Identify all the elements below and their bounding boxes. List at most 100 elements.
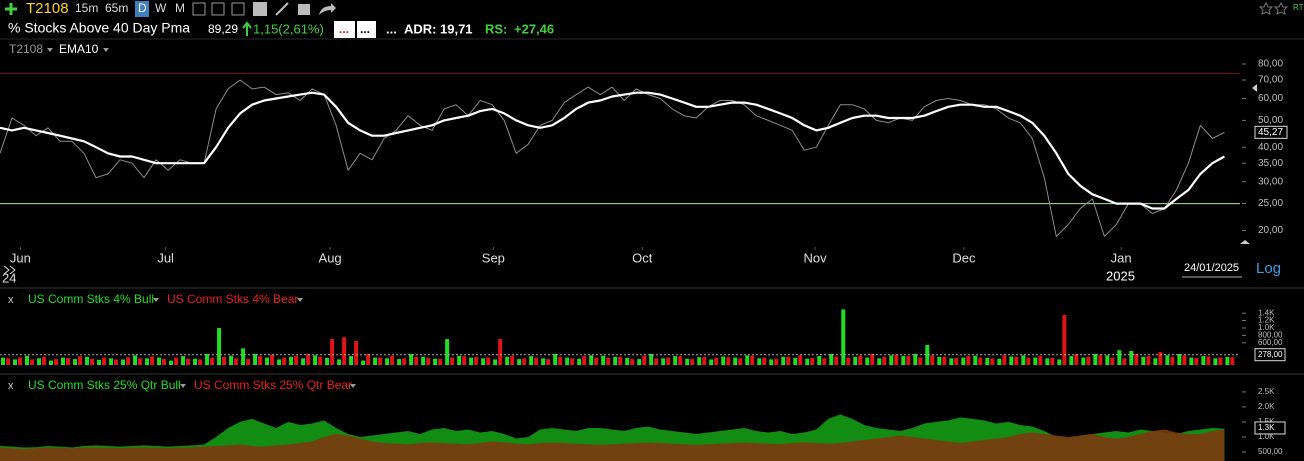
bar [397, 359, 402, 365]
legend-dropdown[interactable] [103, 48, 109, 52]
bar [961, 357, 966, 365]
bar [894, 354, 899, 365]
bar [882, 356, 887, 365]
bar [697, 357, 702, 365]
bar [330, 339, 335, 365]
bar [630, 359, 635, 365]
bar [294, 355, 299, 365]
bar [661, 358, 666, 365]
bar [762, 357, 767, 365]
interval[interactable]: 65m [105, 1, 128, 15]
star-icon[interactable] [1258, 1, 1274, 15]
tool-icon[interactable] [253, 2, 267, 16]
bar [858, 355, 863, 365]
tool-icon[interactable] [275, 2, 289, 16]
y-tick-label: 20,00 [1258, 225, 1283, 236]
bar [553, 353, 558, 365]
bar [1165, 355, 1170, 365]
y-tick-label: 1.2K [1258, 316, 1275, 325]
legend-dropdown[interactable] [47, 48, 53, 52]
toolbar: T2108 15m 65m D W M RT [5, 0, 1304, 17]
tool-icon[interactable] [192, 2, 206, 16]
star-icon[interactable] [1273, 1, 1289, 15]
bar [342, 337, 347, 365]
bar [1177, 353, 1182, 365]
bar [265, 357, 270, 365]
year-label: 2025 [1106, 268, 1135, 283]
bar [829, 353, 834, 365]
tool-icon[interactable] [231, 2, 245, 16]
x-tick-label: Nov [804, 250, 828, 265]
bar [841, 309, 846, 365]
legend-dropdown[interactable] [180, 384, 186, 388]
bar [973, 355, 978, 365]
bar [1069, 356, 1074, 365]
interval[interactable]: D [138, 1, 147, 15]
legend-item[interactable]: US Comm Stks 4% Bear [167, 292, 298, 306]
bar [73, 359, 78, 365]
bar [642, 355, 647, 365]
legend-item[interactable]: US Comm Stks 4% Bull [28, 292, 154, 306]
interval[interactable]: 15m [75, 1, 98, 15]
legend-item[interactable]: EMA10 [59, 42, 99, 56]
badge [357, 21, 376, 38]
close-button[interactable]: x [8, 294, 14, 306]
bar [126, 357, 131, 365]
bar [954, 357, 959, 365]
symbol[interactable]: T2108 [26, 0, 69, 17]
bar [198, 359, 203, 365]
bar [769, 359, 774, 365]
bar [1002, 355, 1007, 365]
bar [906, 356, 911, 365]
bar [169, 360, 174, 365]
bar [1014, 356, 1019, 365]
bar [1201, 356, 1206, 365]
scroll-icon[interactable] [3, 265, 16, 275]
legend-item[interactable]: US Comm Stks 25% Qtr Bear [194, 378, 352, 392]
interval[interactable]: M [175, 1, 185, 15]
y-tick-label: 1.0K [1258, 323, 1275, 332]
bar [385, 358, 390, 365]
tool-icon[interactable] [211, 2, 225, 16]
bar [522, 358, 527, 365]
y-tick-label: 2.0K [1258, 402, 1275, 411]
bar [1189, 357, 1194, 365]
bar [217, 327, 222, 365]
bar [565, 357, 570, 365]
bar [162, 359, 167, 365]
bar [337, 359, 342, 365]
add-icon[interactable] [5, 3, 17, 15]
bar [498, 339, 503, 365]
bar [1050, 357, 1055, 365]
legend-item[interactable]: T2108 [9, 42, 43, 56]
bar [541, 358, 546, 365]
share-icon[interactable] [319, 3, 336, 15]
bar [678, 356, 683, 365]
bar [289, 356, 294, 365]
axis-arrows[interactable] [1240, 84, 1257, 244]
bar [918, 357, 923, 365]
bar [774, 358, 779, 365]
interval[interactable]: W [155, 1, 167, 15]
bar [114, 359, 119, 365]
bar [277, 359, 282, 365]
y-tick-label: 60,00 [1258, 93, 1283, 104]
legend-item[interactable]: US Comm Stks 25% Qtr Bull [28, 378, 181, 392]
bar [121, 359, 126, 365]
log-button[interactable]: Log [1256, 260, 1281, 277]
bar [1218, 357, 1223, 365]
bar [1194, 357, 1199, 365]
bar [606, 357, 611, 365]
bar [390, 355, 395, 365]
legend-dropdown[interactable] [350, 384, 356, 388]
bar [534, 357, 539, 365]
value-badge [1254, 125, 1288, 139]
legend-dropdown[interactable] [297, 298, 303, 302]
bar [853, 356, 858, 365]
close-button[interactable]: x [8, 380, 14, 392]
bar [354, 340, 359, 365]
legend-dropdown[interactable] [153, 298, 159, 302]
tool-icon[interactable] [298, 4, 310, 15]
badge [334, 21, 355, 38]
